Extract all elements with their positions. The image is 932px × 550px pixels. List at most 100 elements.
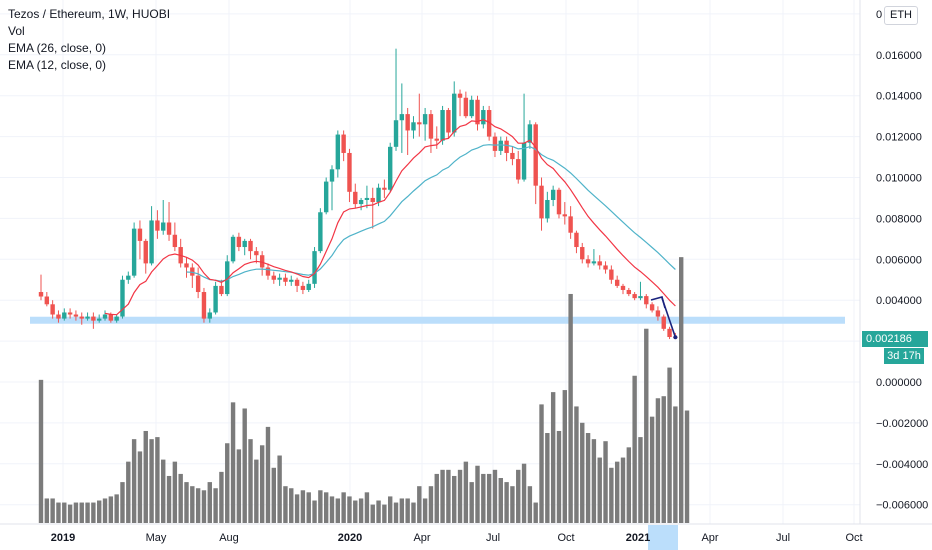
candle-body: [259, 255, 265, 268]
candle: [597, 255, 602, 270]
candle-body: [294, 279, 300, 286]
candle: [335, 130, 341, 178]
volume-bar: [452, 475, 457, 523]
volume-bar: [67, 504, 73, 523]
candle: [655, 306, 661, 321]
volume-bar: [655, 398, 661, 523]
volume-bar: [411, 502, 416, 523]
candle: [446, 107, 451, 139]
last-price-tag: 0.002186: [862, 331, 928, 347]
candle-body: [457, 93, 463, 98]
volume-bar: [236, 449, 242, 523]
volume-bar: [265, 426, 271, 523]
candle: [190, 263, 195, 288]
candle-body: [428, 114, 434, 139]
candle: [283, 273, 288, 286]
candle-body: [318, 212, 323, 252]
candle: [79, 312, 84, 325]
candle-body: [347, 152, 352, 192]
candle: [510, 146, 515, 166]
legend-ema-26[interactable]: EMA (26, close, 0): [8, 41, 107, 55]
candle-body: [62, 312, 67, 319]
candle: [172, 222, 178, 252]
volume-bar: [347, 496, 352, 523]
time-axis[interactable]: 2019 May Aug 2020 Apr Jul Oct 2021 Apr Jul Oct: [51, 532, 863, 544]
volume-bar: [114, 494, 119, 523]
legend-ema-12[interactable]: EMA (12, close, 0): [8, 58, 107, 72]
volume-bar: [353, 500, 358, 523]
candle-body: [382, 187, 387, 190]
symbol-title[interactable]: Tezos / Ethereum, 1W, HUOBI: [8, 7, 171, 21]
price-axis[interactable]: 0 0.016000 0.014000 0.012000 0.010000 0.00800…: [876, 9, 928, 512]
candle: [114, 314, 119, 323]
volume-bar: [271, 467, 276, 523]
volume-bar: [329, 496, 335, 523]
volume-bar: [521, 463, 527, 523]
candle-body: [242, 240, 247, 248]
candle: [329, 165, 335, 211]
candle-body: [283, 277, 288, 282]
candle: [318, 208, 323, 254]
candle: [248, 238, 253, 260]
candle-body: [481, 110, 486, 125]
volume-bar: [312, 500, 317, 523]
candle-body: [149, 220, 154, 264]
candle: [347, 148, 352, 203]
volume-bar: [283, 486, 288, 523]
volume-bar: [469, 482, 474, 523]
volume-bar: [149, 439, 154, 523]
candle-body: [632, 294, 637, 299]
y-tick-label: 0.000000: [876, 377, 922, 389]
candle: [626, 287, 632, 297]
currency-button[interactable]: ETH: [884, 6, 918, 25]
legend-vol[interactable]: Vol: [8, 24, 25, 38]
candle: [289, 275, 294, 286]
volume-bar: [516, 469, 521, 523]
candle-body: [195, 275, 201, 293]
candle-body: [498, 140, 503, 151]
candle-body: [411, 122, 416, 131]
candle-body: [166, 222, 172, 235]
volume-bar: [161, 459, 166, 523]
volume-bar: [498, 478, 503, 523]
candle-body: [137, 228, 143, 241]
candle: [556, 187, 562, 219]
volume-bar: [195, 488, 201, 523]
volume-bar: [440, 469, 445, 523]
volume-bar: [143, 430, 148, 523]
candle: [632, 292, 637, 301]
candle-body: [504, 140, 509, 153]
y-tick-label: 0.012000: [876, 132, 922, 144]
volume-bar: [539, 404, 544, 523]
volume-bar: [667, 367, 672, 523]
projection-arrow[interactable]: [650, 296, 678, 340]
candle-body: [614, 279, 620, 286]
volume-bar: [242, 408, 247, 523]
candle-body: [190, 267, 195, 276]
candle: [207, 308, 212, 323]
volume-bar: [300, 490, 306, 523]
candle: [661, 314, 666, 331]
candle-body: [236, 236, 242, 248]
bar-countdown-tag: 3d 17h: [884, 348, 924, 364]
volume-bar: [62, 502, 67, 523]
arrow-head: [650, 296, 666, 309]
volume-bar: [79, 502, 84, 523]
candle-body: [225, 261, 230, 295]
candle-body: [184, 263, 189, 268]
candle: [358, 197, 364, 211]
y-tick-label: 0: [876, 9, 882, 21]
volume-bar: [341, 492, 346, 523]
candle-body: [201, 292, 207, 319]
candle-body: [603, 265, 608, 270]
volume-bar: [510, 486, 515, 523]
volume-bar: [393, 502, 399, 523]
support-zone[interactable]: [30, 316, 845, 324]
volume-bar: [644, 328, 649, 523]
ema-26-line: [186, 144, 676, 282]
candle: [469, 95, 474, 119]
candle-body: [248, 240, 253, 252]
candle: [97, 314, 102, 323]
candle-body: [510, 152, 515, 160]
